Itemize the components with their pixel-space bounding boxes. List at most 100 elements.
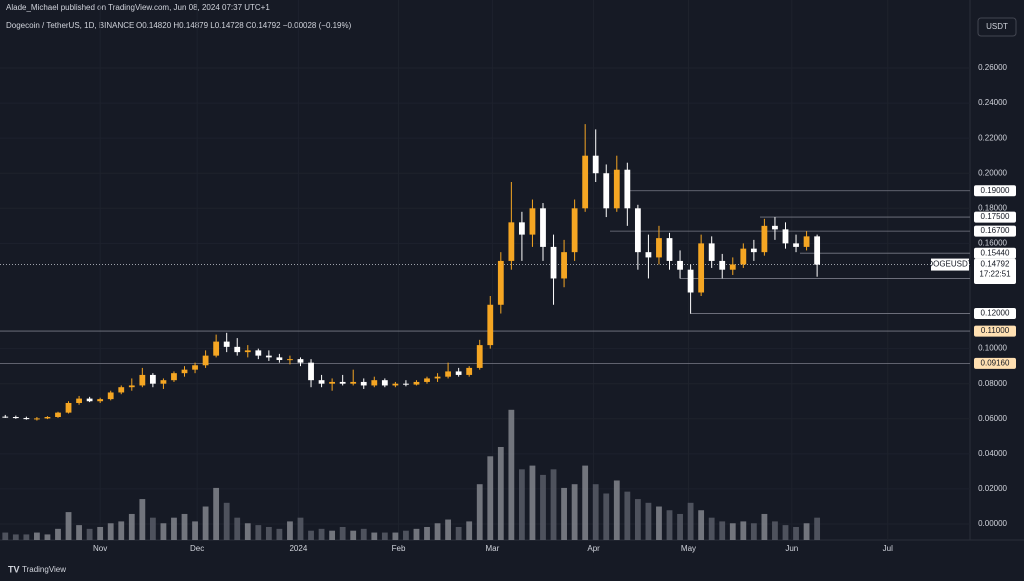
candle-body xyxy=(645,252,652,258)
candle-body xyxy=(2,416,9,418)
volume-bar xyxy=(793,526,799,540)
volume-bar xyxy=(139,499,146,540)
volume-bar xyxy=(107,523,114,540)
countdown: 17:22:51 xyxy=(979,270,1011,279)
volume-bar xyxy=(413,528,420,540)
candle-body xyxy=(793,243,799,247)
candle-body xyxy=(508,222,515,261)
candle-body xyxy=(160,380,167,384)
candle-body xyxy=(65,402,72,413)
candle-body xyxy=(434,376,441,379)
candle-body xyxy=(171,373,177,381)
candle-body xyxy=(613,169,620,209)
candle-body xyxy=(455,371,462,375)
last-price-box xyxy=(974,258,1016,281)
volume-bar xyxy=(265,526,272,540)
volume-bar xyxy=(339,526,346,540)
ohlc-text: O0.14820 H0.14879 L0.14728 C0.14792 −0.0… xyxy=(136,21,352,30)
level-box xyxy=(974,325,1016,337)
candle-body xyxy=(740,248,747,265)
symbol-label: DOGEUSDT xyxy=(927,260,972,269)
volume-bar xyxy=(276,528,283,540)
candle-body xyxy=(677,260,683,270)
volume-bar xyxy=(782,525,789,540)
volume-bar xyxy=(571,484,578,540)
level-label: 0.12000 xyxy=(981,309,1010,318)
volume-bar xyxy=(582,465,589,540)
x-tick-label: Mar xyxy=(485,544,499,553)
volume-bar xyxy=(392,532,399,540)
candle-body xyxy=(297,359,304,363)
level-box xyxy=(974,185,1016,197)
x-tick-label: May xyxy=(681,544,696,553)
candle-body xyxy=(561,252,567,279)
level-box xyxy=(974,247,1016,259)
candle-body xyxy=(371,380,378,386)
tv-logo: TV xyxy=(8,564,20,574)
candle-body xyxy=(782,229,789,244)
volume-bar xyxy=(613,480,620,540)
volume-bar xyxy=(529,465,536,540)
candle-body xyxy=(634,208,641,253)
candle-body xyxy=(729,264,736,270)
volume-bar xyxy=(76,525,82,540)
volume-bar xyxy=(434,523,441,540)
candle-body xyxy=(392,383,399,386)
volume-bar xyxy=(381,532,388,540)
candle-body xyxy=(107,392,114,400)
volume-bar xyxy=(12,534,19,540)
candle-body xyxy=(540,208,546,247)
y-tick-label: 0.26000 xyxy=(978,63,1007,72)
y-tick-label: 0.04000 xyxy=(978,449,1007,458)
volume-bar xyxy=(255,525,262,540)
volume-bar xyxy=(55,528,61,540)
y-tick-label: 0.00000 xyxy=(978,519,1007,528)
candle-body xyxy=(329,381,336,384)
y-tick-label: 0.06000 xyxy=(978,414,1007,423)
y-tick-label: 0.18000 xyxy=(978,203,1007,212)
volume-bar xyxy=(44,534,51,540)
volume-bar xyxy=(814,517,821,540)
volume-bar xyxy=(213,487,220,540)
candle-body xyxy=(86,398,93,402)
volume-bar xyxy=(318,528,325,540)
volume-bar xyxy=(772,521,778,540)
candle-body xyxy=(97,399,104,402)
level-label: 0.16700 xyxy=(981,226,1010,235)
candle-body xyxy=(814,236,821,265)
candle-body xyxy=(519,222,525,235)
currency-button-label[interactable]: USDT xyxy=(986,22,1008,31)
volume-bar xyxy=(424,526,430,540)
candle-body xyxy=(466,367,473,375)
currency-button[interactable] xyxy=(977,17,1017,37)
last-price-label: 0.14792 xyxy=(981,260,1010,269)
volume-bar xyxy=(171,517,177,540)
volume-bar xyxy=(708,517,715,540)
volume-bar xyxy=(350,530,357,540)
volume-bar xyxy=(698,510,705,540)
candle-body xyxy=(234,346,241,353)
levels xyxy=(0,190,970,364)
brand: TradingView xyxy=(22,565,66,574)
x-tick-label: Apr xyxy=(587,544,600,553)
volume-bar xyxy=(360,528,367,540)
candle-body xyxy=(403,383,409,385)
volume-bar xyxy=(403,530,409,540)
volume-bar xyxy=(202,506,209,540)
candle-body xyxy=(624,169,631,209)
candle-body xyxy=(55,412,61,418)
candle-body xyxy=(44,417,51,419)
x-tick-label: Feb xyxy=(392,544,406,553)
volume-bar xyxy=(65,512,72,540)
candle-body xyxy=(592,155,599,174)
candle-body xyxy=(339,381,346,384)
candle-body xyxy=(118,387,125,393)
volume-bar xyxy=(550,469,557,540)
candle-body xyxy=(287,359,293,361)
level-label: 0.11000 xyxy=(981,326,1010,335)
symbol-box xyxy=(931,258,969,271)
volume-bar xyxy=(192,521,198,540)
volume-bar xyxy=(149,517,156,540)
volume-bar xyxy=(687,502,694,540)
